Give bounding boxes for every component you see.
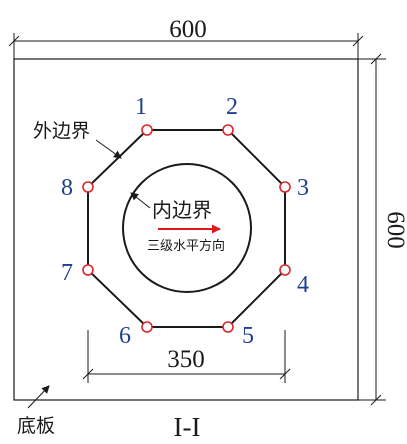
point-marker-7: [82, 264, 94, 276]
point-number-2: 2: [226, 94, 238, 120]
point-marker-2: [222, 124, 234, 136]
right-dimension-label: 600: [382, 211, 407, 249]
inner-boundary-label: 内边界: [152, 198, 212, 222]
point-marker-4: [279, 264, 291, 276]
point-number-1: 1: [135, 94, 147, 120]
inner-boundary-circle: [122, 163, 252, 293]
bottom-dimension: [82, 330, 291, 383]
point-number-5: 5: [242, 323, 254, 349]
point-marker-8: [82, 181, 94, 193]
point-marker-6: [141, 321, 153, 333]
point-marker-3: [279, 181, 291, 193]
outer-boundary-label: 外边界: [33, 120, 90, 142]
point-marker-5: [222, 321, 234, 333]
section-label: I-I: [174, 412, 201, 442]
point-number-8: 8: [61, 175, 73, 201]
point-number-6: 6: [119, 323, 131, 349]
bottom-dimension-label: 350: [167, 346, 205, 373]
point-number-3: 3: [297, 175, 309, 201]
right-dimension: [358, 53, 386, 406]
point-number-4: 4: [297, 272, 309, 298]
top-dimension: [8, 33, 364, 59]
inner-boundary-leader: [130, 192, 151, 209]
base-plate-leader: [27, 385, 50, 409]
top-dimension-label: 600: [169, 16, 207, 43]
base-plate-label: 底板: [17, 415, 55, 437]
point-marker-1: [141, 124, 153, 136]
base-plate-outline: [13, 58, 359, 401]
point-markers: [82, 124, 291, 333]
point-number-7: 7: [61, 260, 73, 286]
outer-boundary-leader: [95, 139, 122, 159]
direction-note: 三级水平方向: [147, 238, 225, 254]
